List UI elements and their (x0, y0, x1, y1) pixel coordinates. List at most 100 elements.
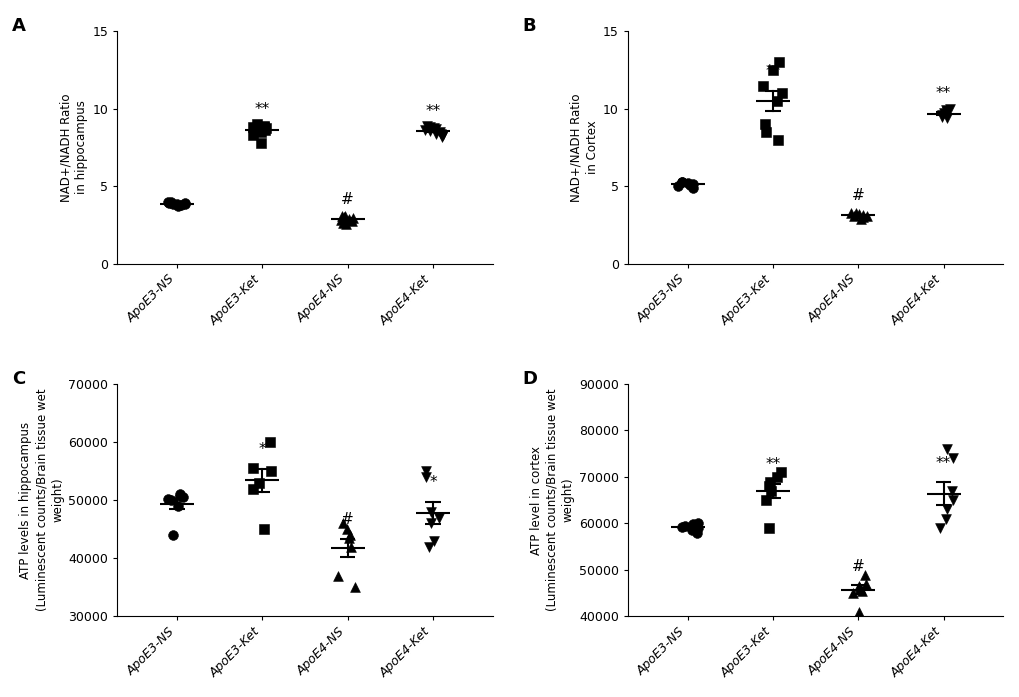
Point (420, 541, 436, 552)
Point (682, 179, 698, 190)
Point (851, 583, 867, 594)
Point (679, 178, 695, 189)
Point (255, 120, 271, 131)
Point (934, 108, 951, 119)
Point (683, 525, 699, 536)
Point (853, 585, 869, 597)
Point (170, 200, 186, 211)
Y-axis label: NAD+/NADH Ratio
in hippocampus: NAD+/NADH Ratio in hippocampus (59, 93, 88, 201)
Point (858, 210, 874, 221)
Text: C: C (12, 370, 25, 388)
Point (757, 126, 773, 137)
Point (684, 519, 700, 530)
Point (330, 570, 346, 581)
Point (422, 125, 438, 137)
Point (245, 121, 261, 132)
Point (422, 122, 438, 133)
Y-axis label: ATP levels in hippocampus
(Luminescent counts/Brain tissue wet
weight): ATP levels in hippocampus (Luminescent c… (19, 389, 64, 611)
Point (768, 95, 785, 107)
Point (346, 582, 363, 593)
Point (850, 208, 866, 220)
Point (943, 485, 959, 496)
Point (176, 198, 193, 209)
Point (343, 215, 360, 227)
Point (937, 513, 954, 524)
Point (842, 208, 858, 219)
Point (423, 506, 439, 517)
Point (857, 579, 873, 590)
Point (163, 197, 179, 208)
Point (338, 523, 355, 535)
Y-axis label: ATP level in cortex
(Luminescent counts/Brain tissue wet
weight): ATP level in cortex (Luminescent counts/… (529, 389, 575, 611)
Point (936, 109, 953, 120)
Point (673, 176, 689, 187)
Point (684, 178, 700, 190)
Text: #: # (341, 512, 354, 527)
Point (688, 527, 704, 538)
Point (936, 105, 953, 116)
Text: #: # (851, 188, 864, 203)
Point (332, 214, 348, 225)
Text: **: ** (764, 64, 780, 79)
Point (773, 88, 790, 99)
Text: **: ** (935, 456, 951, 470)
Point (335, 212, 352, 223)
Point (938, 112, 955, 123)
Text: **: ** (935, 86, 951, 101)
Point (337, 219, 354, 230)
Point (419, 120, 435, 131)
Point (674, 521, 690, 533)
Point (933, 109, 950, 121)
Text: *: * (258, 442, 266, 457)
Point (937, 106, 954, 117)
Point (757, 495, 773, 506)
Point (850, 606, 866, 618)
Point (334, 518, 351, 529)
Point (854, 212, 870, 223)
Point (754, 80, 770, 91)
Point (762, 485, 779, 496)
Point (761, 476, 777, 487)
Point (257, 125, 273, 136)
Point (426, 535, 442, 546)
Point (258, 123, 274, 134)
Point (417, 466, 433, 477)
Point (416, 125, 432, 136)
Text: #: # (341, 192, 354, 207)
Point (169, 199, 185, 210)
Point (160, 493, 176, 505)
Point (760, 481, 776, 492)
Point (245, 463, 261, 474)
Point (844, 588, 860, 599)
Text: A: A (12, 17, 26, 36)
Text: B: B (523, 17, 536, 36)
Point (760, 523, 776, 534)
Text: **: ** (764, 457, 780, 472)
Point (676, 520, 692, 531)
Point (172, 490, 189, 501)
Point (253, 126, 269, 137)
Point (850, 581, 866, 592)
Point (945, 495, 961, 506)
Point (169, 500, 185, 512)
Point (263, 466, 279, 477)
Point (856, 569, 872, 580)
Point (164, 530, 180, 541)
Point (426, 123, 442, 134)
Point (769, 134, 786, 145)
Text: **: ** (255, 102, 270, 117)
Point (847, 207, 863, 218)
Point (768, 471, 785, 482)
Point (344, 213, 361, 224)
Point (845, 210, 861, 222)
Point (689, 523, 705, 534)
Point (669, 181, 686, 192)
Point (685, 182, 701, 193)
Point (256, 122, 272, 133)
Point (674, 177, 690, 188)
Point (756, 118, 772, 130)
Point (334, 217, 351, 228)
Point (772, 467, 789, 478)
Point (422, 518, 438, 529)
Point (164, 199, 180, 210)
